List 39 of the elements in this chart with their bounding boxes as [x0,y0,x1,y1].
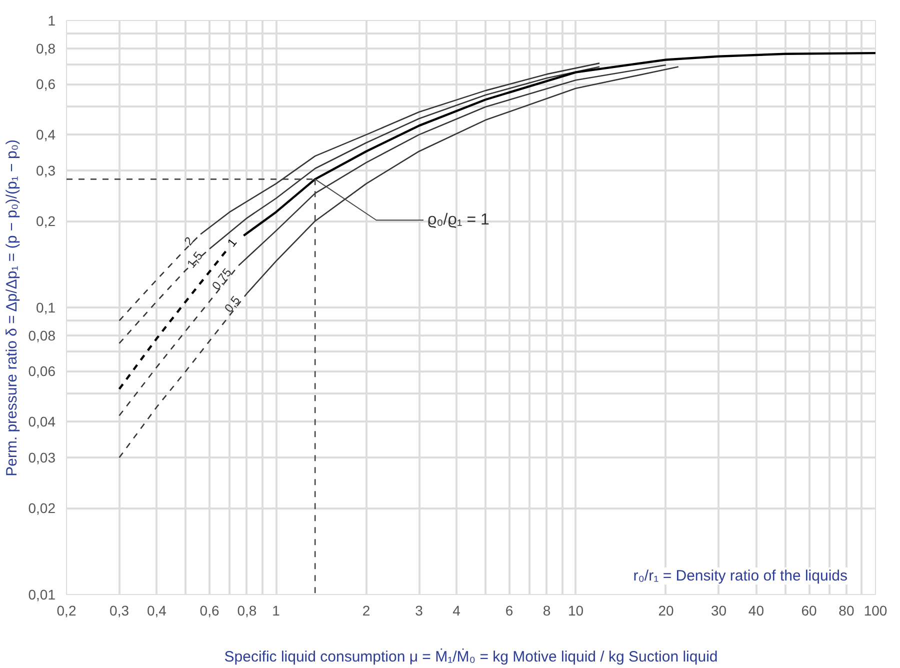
x-tick-label: 40 [748,602,764,618]
text: 0,5 [222,293,244,316]
y-tick-label: 0,02 [28,500,56,516]
x-tick-label: 3 [415,602,424,618]
y-tick-label: 0,01 [28,586,56,602]
x-tick-label: 60 [801,602,817,618]
y-tick-label: 0,8 [36,40,56,56]
y-tick-label: 0,2 [36,213,56,230]
x-tick-label: 0,3 [110,602,130,618]
y-axis-title: Perm. pressure ratio δ = Δp/Δp₁ = (p − p₀)/(p₁ − p₀) [3,139,20,476]
x-tick-label: 20 [658,602,674,618]
x-tick-label: 8 [542,602,551,618]
annotation: r₀/r₁ = Density ratio of the liquids [633,568,848,584]
x-tick-label: 30 [710,602,727,618]
x-tick-label: 2 [362,602,370,618]
y-tick-label: 0,08 [28,327,56,344]
x-tick-label: 0,8 [237,602,257,618]
x-tick-label: 6 [505,602,514,618]
y-tick-label: 0,06 [28,363,56,380]
x-tick-label: 1 [272,602,280,618]
x-tick-label: 0,2 [56,602,76,618]
text: 2 [181,234,197,248]
x-tick-label: 100 [864,602,888,618]
y-tick-label: 0,4 [36,126,56,143]
y-tick-label: 0,1 [36,300,56,316]
y-tick-label: 0,04 [28,414,56,430]
text: 1,5 [184,248,206,271]
x-tick-label: 0,4 [147,602,167,618]
y-tick-label: 0,3 [36,162,56,179]
y-tick-label: 0,03 [28,450,56,466]
x-tick-label: 4 [452,602,461,618]
y-tick-label: 1 [48,12,56,28]
x-tick-label: 10 [568,602,584,618]
y-tick-label: 0,6 [36,76,56,92]
x-tick-label: 0,6 [200,602,220,618]
text: 1 [224,235,240,250]
x-tick-label: 80 [838,602,854,618]
x-axis-title: Specific liquid consumption μ = Ṁ₁/Ṁ₀ = kg Motive liquid / kg Suction liquid [224,648,718,666]
annotation: ϱ₀/ϱ₁ = 1 [428,212,490,229]
